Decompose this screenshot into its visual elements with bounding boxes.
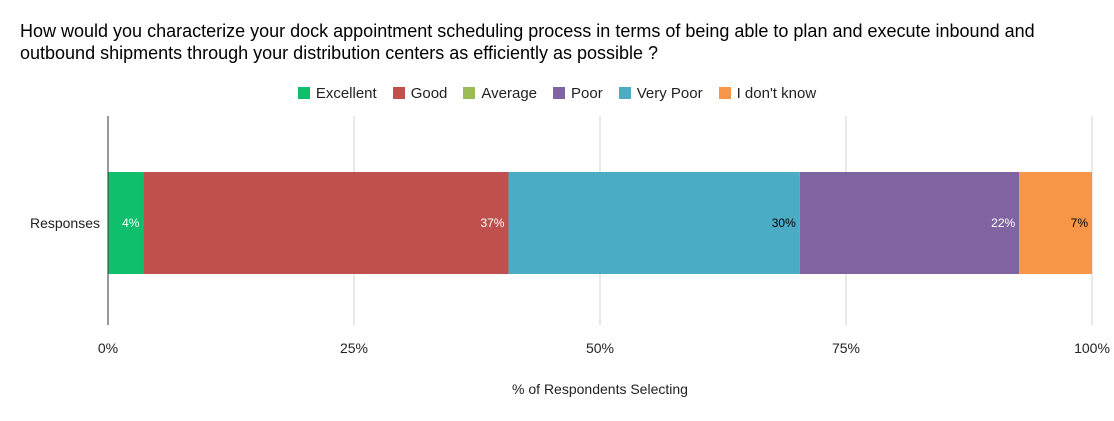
legend-swatch [297,87,310,99]
legend-label: Very Poor [636,84,703,102]
legend-label: I don't know [736,84,817,102]
x-tick-label: 50% [586,340,614,356]
legend-item-good: Good [392,84,448,102]
x-tick-label: 0% [98,340,118,356]
data-label: 30% [772,216,796,230]
y-category-label: Responses [30,215,100,231]
bar-segment-poor [799,172,1020,274]
data-label: 4% [122,216,140,230]
legend-item-excellent: Excellent [297,84,377,102]
legend: Excellent Good Average Poor Very Poor I don't… [0,83,1114,103]
legend-label: Excellent [315,84,377,102]
data-label: 37% [480,216,504,230]
x-axis-title: % of Respondents Selecting [512,381,688,397]
legend-swatch [618,87,631,99]
legend-label: Poor [571,84,603,102]
data-label: 22% [991,216,1015,230]
x-tick-label: 75% [832,340,860,356]
legend-item-very-poor: Very Poor [618,84,703,102]
chart-title: How would you characterize your dock app… [20,21,1035,63]
bar-segment-very-poor [508,172,800,274]
bar-segment-i-don-t-know [1019,172,1092,274]
legend-label: Average [481,84,538,102]
x-tick-label: 25% [340,340,368,356]
bar-segment-excellent [108,172,144,274]
bar-segment-good [143,172,509,274]
legend-swatch [718,87,731,99]
legend-item-i-don-t-know: I don't know [718,84,817,102]
legend-item-poor: Poor [553,85,603,102]
legend-swatch [392,87,405,99]
x-tick-label: 100% [1074,340,1110,356]
legend-item-average: Average [463,85,537,102]
legend-label: Good [410,84,448,102]
legend-swatch [553,87,566,99]
legend-swatch [463,87,476,99]
data-label: 7% [1071,216,1089,230]
